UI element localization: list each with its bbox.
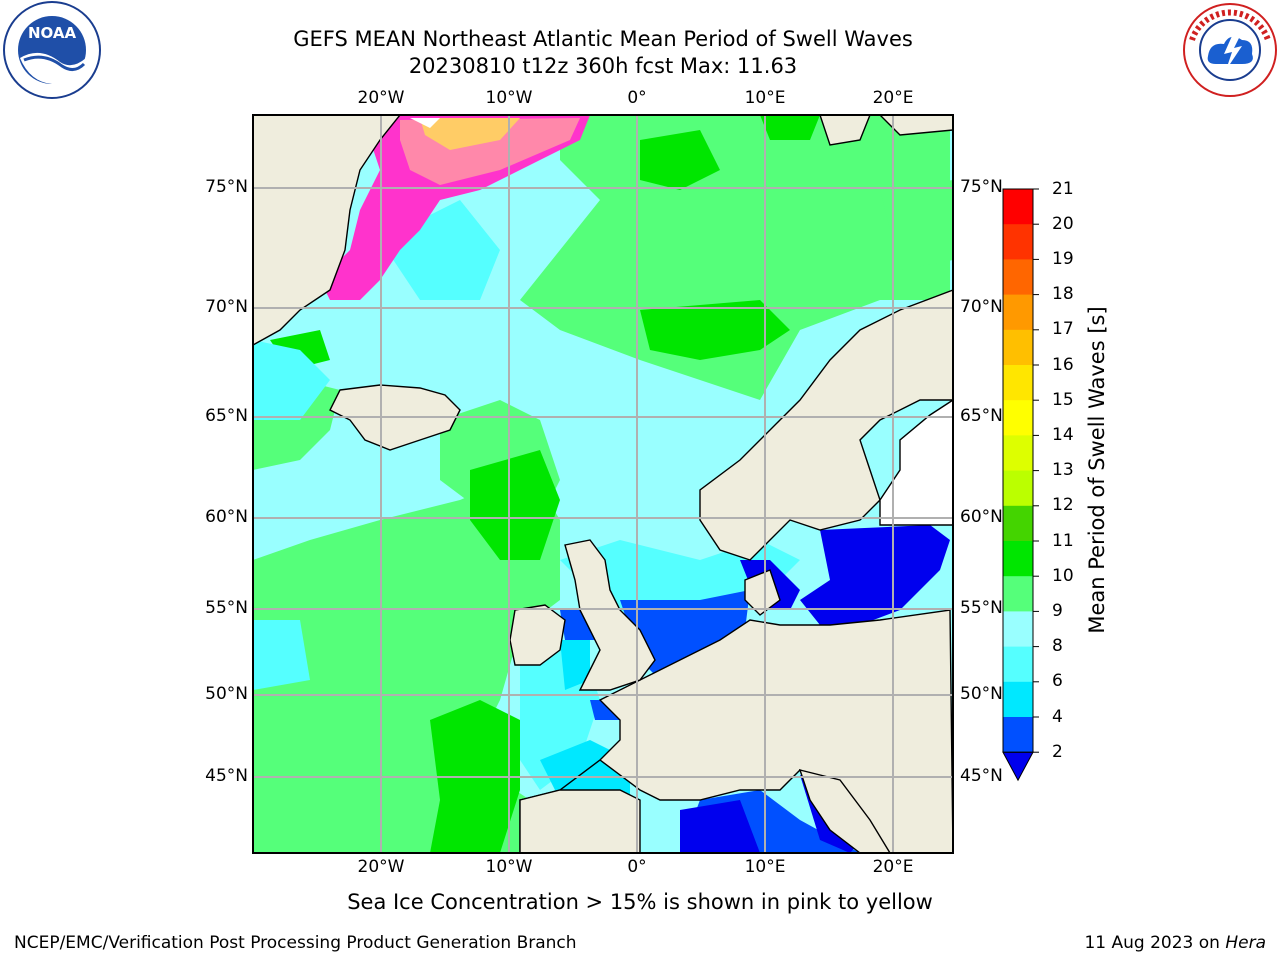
lon-label-bottom: 10°W — [485, 857, 533, 877]
lon-label-bottom: 20°E — [872, 857, 914, 877]
colorbar-tick: 6 — [1052, 671, 1063, 691]
colorbar-segment — [1003, 259, 1033, 296]
colorbar-segment — [1003, 646, 1033, 683]
lat-label-right: 75°N — [960, 177, 1003, 197]
colorbar-tick: 16 — [1052, 355, 1074, 375]
lon-label-top: 20°E — [872, 88, 914, 108]
colorbar-tick: 14 — [1052, 425, 1074, 445]
greenland — [253, 115, 401, 346]
great-britain — [564, 539, 656, 691]
lat-label-left: 70°N — [205, 297, 248, 317]
lon-label-top: 10°W — [485, 88, 533, 108]
map-frame — [252, 114, 954, 854]
italy — [798, 769, 891, 853]
lat-label-left: 60°N — [205, 507, 248, 527]
lat-label-left: 75°N — [205, 177, 248, 197]
lat-label-right: 60°N — [960, 507, 1003, 527]
lon-label-bottom: 0° — [627, 857, 647, 877]
noaa-logo: NOAA — [3, 1, 101, 99]
lat-label-right: 45°N — [960, 766, 1003, 786]
iberia — [519, 789, 641, 853]
nws-logo — [1183, 3, 1277, 97]
scandinavia — [699, 289, 953, 561]
finland-region — [879, 399, 953, 526]
colorbar-segment — [1003, 224, 1033, 260]
colorbar-segment — [1003, 717, 1033, 753]
colorbar-segment — [1003, 329, 1033, 366]
sea-ice-caption: Sea Ice Concentration > 15% is shown in … — [347, 890, 933, 914]
colorbar-tick: 8 — [1052, 636, 1063, 656]
colorbar-tick: 12 — [1052, 495, 1074, 515]
lon-label-top: 0° — [627, 88, 647, 108]
lat-label-left: 50°N — [205, 684, 248, 704]
chart-title: GEFS MEAN Northeast Atlantic Mean Period… — [293, 27, 913, 51]
lon-label-bottom: 20°W — [357, 857, 405, 877]
lat-label-right: 70°N — [960, 297, 1003, 317]
lat-label-right: 50°N — [960, 684, 1003, 704]
colorbar-segment — [1003, 470, 1033, 507]
colorbar-segment — [1003, 576, 1033, 612]
colorbar-segment — [1003, 435, 1033, 472]
colorbar-tick: 10 — [1052, 566, 1074, 586]
lon-label-bottom: 10°E — [744, 857, 786, 877]
colorbar-tick: 11 — [1052, 531, 1074, 551]
sea-ice-overlay — [320, 115, 590, 300]
colorbar-segment — [1003, 365, 1033, 401]
lon-label-top: 10°E — [744, 88, 786, 108]
svalbard — [819, 115, 871, 146]
colorbar-under-arrow — [1002, 751, 1034, 782]
colorbar-segment — [1003, 189, 1033, 225]
footer-credit: NCEP/EMC/Verification Post Processing Pr… — [14, 933, 577, 953]
colorbar-tick: 15 — [1052, 390, 1074, 410]
colorbar-tick: 2 — [1052, 742, 1063, 762]
colorbar — [1002, 188, 1039, 782]
lat-label-left: 45°N — [205, 766, 248, 786]
footer-date-text: 11 Aug 2023 on — [1084, 933, 1226, 953]
lat-label-left: 65°N — [205, 406, 248, 426]
colorbar-segment — [1003, 505, 1033, 542]
footer-date: 11 Aug 2023 on Hera — [1084, 933, 1266, 953]
chart-subtitle: 20230810 t12z 360h fcst Max: 11.63 — [408, 54, 798, 78]
lat-label-left: 55°N — [205, 598, 248, 618]
colorbar-segment — [1003, 294, 1033, 331]
colorbar-tick: 20 — [1052, 214, 1074, 234]
land-masses — [253, 115, 953, 853]
footer-host: Hera — [1225, 933, 1266, 953]
colorbar-tick: 13 — [1052, 460, 1074, 480]
colorbar-segment — [1003, 541, 1033, 577]
colorbar-tick: 21 — [1052, 179, 1074, 199]
lat-label-right: 55°N — [960, 598, 1003, 618]
lon-label-top: 20°W — [357, 88, 405, 108]
colorbar-tick: 4 — [1052, 707, 1063, 727]
colorbar-tick: 9 — [1052, 601, 1063, 621]
colorbar-tick: 19 — [1052, 249, 1074, 269]
map-gridlines — [253, 115, 953, 853]
lat-label-right: 65°N — [960, 406, 1003, 426]
colorbar-label: Mean Period of Swell Waves [s] — [1085, 306, 1109, 634]
colorbar-segment — [1003, 681, 1033, 718]
noaa-logo-text: NOAA — [28, 24, 77, 42]
ireland — [509, 604, 566, 666]
colorbar-tick: 18 — [1052, 284, 1074, 304]
swell-field-green-9-10 — [253, 115, 953, 853]
colorbar-tick: 17 — [1052, 319, 1074, 339]
colorbar-segment — [1003, 400, 1033, 436]
colorbar-segment — [1003, 611, 1033, 648]
